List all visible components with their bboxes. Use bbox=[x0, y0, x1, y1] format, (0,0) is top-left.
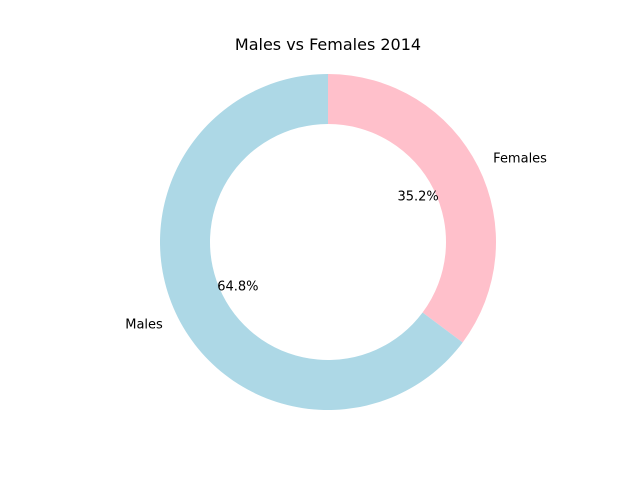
slice-females bbox=[328, 74, 496, 343]
slice-percent-females: 35.2% bbox=[397, 189, 438, 204]
chart-title: Males vs Females 2014 bbox=[235, 35, 421, 54]
label-group: Females 35.2% Males 64.8% bbox=[125, 152, 547, 333]
slice-group bbox=[159, 74, 496, 410]
slice-percent-males: 64.8% bbox=[217, 280, 258, 295]
slice-label-females: Females bbox=[493, 152, 547, 167]
slice-males bbox=[159, 74, 463, 410]
slice-label-males: Males bbox=[125, 317, 163, 332]
